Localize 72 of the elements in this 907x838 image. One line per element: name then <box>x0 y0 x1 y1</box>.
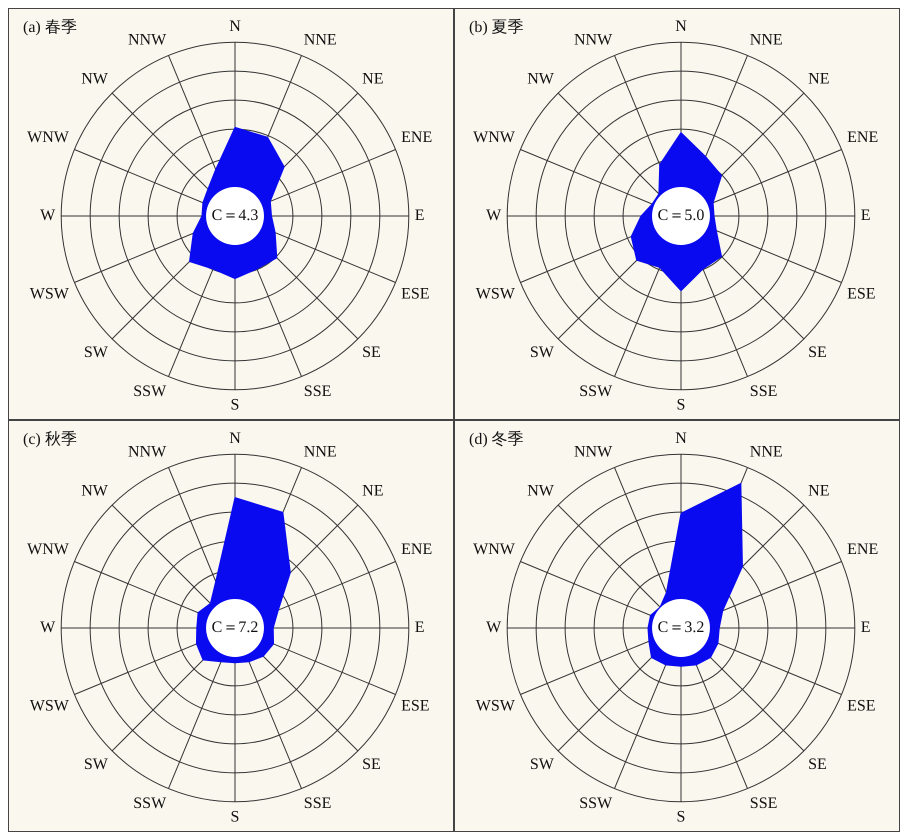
spoke-label: NNW <box>574 443 614 460</box>
spoke-label: S <box>230 808 240 826</box>
spoke-label: SW <box>84 756 109 773</box>
spoke-label: WSW <box>30 286 70 303</box>
spoke-label: S <box>676 808 686 826</box>
text: C＝7.2 <box>212 619 258 636</box>
spoke-label: ESE <box>401 698 430 715</box>
spoke-label: WSW <box>476 286 516 303</box>
spoke-label: NE <box>808 70 830 88</box>
spoke-label: NNW <box>128 31 168 48</box>
spoke-label: NW <box>527 70 555 88</box>
spoke-label: SSW <box>579 794 614 812</box>
spoke-label: W <box>486 207 502 224</box>
spoke-label: W <box>40 619 56 636</box>
spoke-label: SE <box>808 756 827 773</box>
spoke-label: SE <box>362 756 381 773</box>
chart-title: (b) 夏季 <box>469 18 524 38</box>
spoke-label: E <box>414 619 425 636</box>
spoke-label: NW <box>81 482 109 500</box>
spoke-label: NNW <box>574 31 614 48</box>
spoke-label: WNW <box>473 540 516 558</box>
spoke-label: SE <box>808 344 827 361</box>
spoke-label: ENE <box>847 540 878 558</box>
spoke-label: SW <box>530 756 555 773</box>
spoke-label: ENE <box>847 128 878 146</box>
spoke-label: WNW <box>27 128 70 146</box>
spoke-label: NE <box>362 70 384 88</box>
spoke-label: SSW <box>579 382 614 400</box>
spoke-label: ENE <box>401 540 432 558</box>
spoke-label: ESE <box>847 698 876 715</box>
spoke-label: S <box>230 396 240 414</box>
spoke-label: WNW <box>473 128 516 146</box>
spoke-label: NNE <box>304 31 337 48</box>
spoke-label: ESE <box>847 286 876 303</box>
spoke-label: N <box>675 430 688 447</box>
spoke-label: SSE <box>750 794 778 812</box>
spoke-label: NE <box>362 482 384 500</box>
spoke-label: W <box>486 619 502 636</box>
chart-title: (a) 春季 <box>23 18 77 38</box>
spoke-label: SE <box>362 344 381 361</box>
spoke-label: SW <box>84 344 109 361</box>
spoke-label: N <box>229 18 242 35</box>
spoke-label: SSW <box>133 794 168 812</box>
spoke-label: E <box>414 207 425 224</box>
spoke-label: E <box>860 207 871 224</box>
spoke-label: SSW <box>133 382 168 400</box>
spoke-label: WSW <box>30 698 70 715</box>
spoke-label: W <box>40 207 56 224</box>
spoke-label: NW <box>527 482 555 500</box>
spoke-label: SSE <box>750 382 778 400</box>
chart-title: (d) 冬季 <box>469 430 524 450</box>
spoke-label: NW <box>81 70 109 88</box>
spoke-label: WNW <box>27 540 70 558</box>
spoke-label: NNE <box>750 443 783 460</box>
text: C＝5.0 <box>658 207 704 224</box>
spoke-label: NNE <box>750 31 783 48</box>
spoke-label: WSW <box>476 698 516 715</box>
text: C＝3.2 <box>658 619 704 636</box>
chart-title: (c) 秋季 <box>23 430 77 450</box>
text: C＝4.3 <box>212 207 258 224</box>
spoke-label: S <box>676 396 686 414</box>
spoke-label: N <box>229 430 242 447</box>
spoke-label: NE <box>808 482 830 500</box>
spoke-label: NNE <box>304 443 337 460</box>
spoke-label: ENE <box>401 128 432 146</box>
spoke-label: E <box>860 619 871 636</box>
spoke-label: ESE <box>401 286 430 303</box>
spoke-label: SSE <box>304 794 332 812</box>
spoke-label: NNW <box>128 443 168 460</box>
spoke-label: N <box>675 18 688 35</box>
spoke-label: SSE <box>304 382 332 400</box>
spoke-label: SW <box>530 344 555 361</box>
